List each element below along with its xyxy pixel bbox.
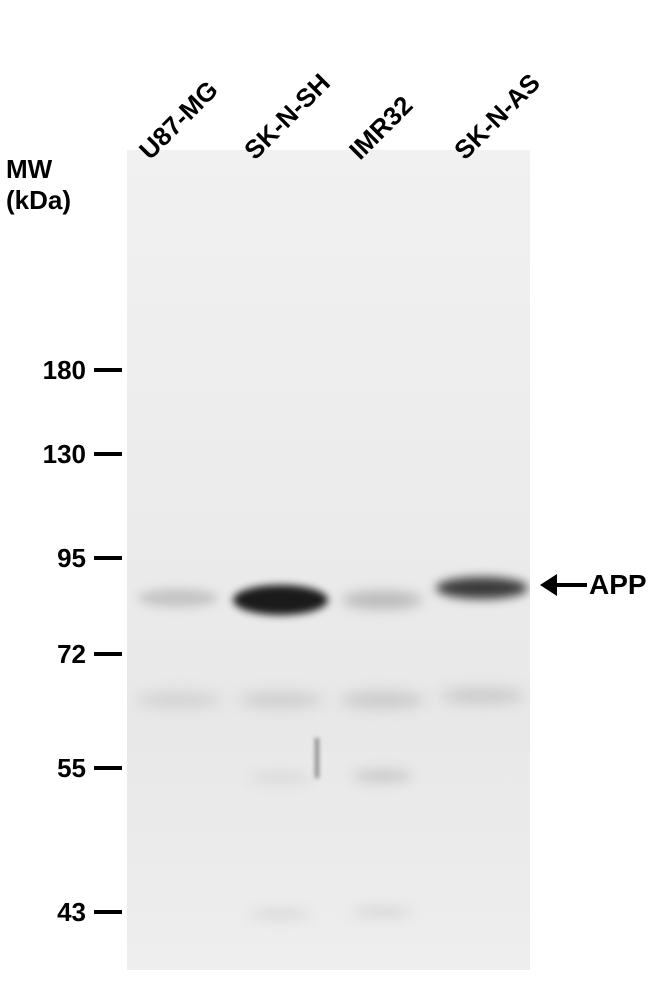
mw-marker-label: 95 [57,543,86,574]
target-arrow: APP [540,569,647,601]
mw-axis-label: MW (kDa) [6,154,71,216]
mw-marker-label: 180 [43,355,86,386]
band [250,773,310,783]
band [440,688,525,704]
mw-marker-label: 43 [57,897,86,928]
band [138,589,218,607]
mw-marker-tick [94,766,122,770]
mw-marker-label: 130 [43,439,86,470]
mw-marker-label: 55 [57,753,86,784]
arrow-line [557,583,587,587]
mw-text-line2: (kDa) [6,185,71,216]
western-blot-figure: U87-MGSK-N-SHIMR32SK-N-AS MW (kDa) 18013… [0,0,650,1006]
mw-marker-tick [94,452,122,456]
blot-membrane [127,150,530,970]
band [136,692,221,708]
band [340,692,425,708]
band [436,577,528,599]
mw-marker-label: 72 [57,639,86,670]
mw-marker-tick [94,652,122,656]
band [352,770,412,782]
mw-text-line1: MW [6,154,71,185]
arrow-head-icon [540,574,557,596]
target-protein-label: APP [589,569,647,601]
mw-marker-tick [94,368,122,372]
band [352,907,412,917]
blot-artifact [315,738,319,778]
mw-marker-tick [94,910,122,914]
mw-marker-tick [94,556,122,560]
band [233,585,328,615]
band [238,692,323,708]
band [342,591,422,609]
band [250,909,310,919]
